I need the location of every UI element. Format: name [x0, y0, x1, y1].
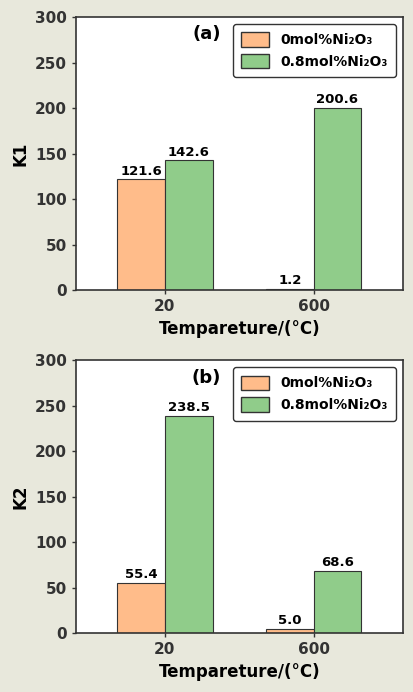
Text: 1.2: 1.2	[278, 274, 301, 287]
Bar	[266, 289, 313, 290]
Bar	[164, 417, 212, 633]
Text: 121.6: 121.6	[120, 165, 161, 178]
Text: (a): (a)	[192, 26, 220, 44]
Bar	[117, 583, 164, 633]
Text: 142.6: 142.6	[167, 145, 209, 158]
Bar	[313, 571, 361, 633]
Bar	[313, 107, 361, 290]
X-axis label: Tempareture/(°C): Tempareture/(°C)	[158, 320, 319, 338]
Legend: 0mol%Ni₂O₃, 0.8mol%Ni₂O₃: 0mol%Ni₂O₃, 0.8mol%Ni₂O₃	[233, 24, 395, 78]
Y-axis label: K2: K2	[11, 484, 29, 509]
Text: 55.4: 55.4	[124, 568, 157, 581]
Text: 5.0: 5.0	[278, 614, 301, 627]
Bar	[117, 179, 164, 290]
Bar	[266, 629, 313, 633]
Y-axis label: K1: K1	[11, 141, 29, 166]
Text: 68.6: 68.6	[320, 556, 353, 569]
Text: 238.5: 238.5	[167, 401, 209, 415]
Text: 200.6: 200.6	[316, 93, 358, 106]
X-axis label: Tempareture/(°C): Tempareture/(°C)	[158, 663, 319, 681]
Text: (b): (b)	[191, 369, 221, 387]
Legend: 0mol%Ni₂O₃, 0.8mol%Ni₂O₃: 0mol%Ni₂O₃, 0.8mol%Ni₂O₃	[233, 367, 395, 421]
Bar	[164, 161, 212, 290]
